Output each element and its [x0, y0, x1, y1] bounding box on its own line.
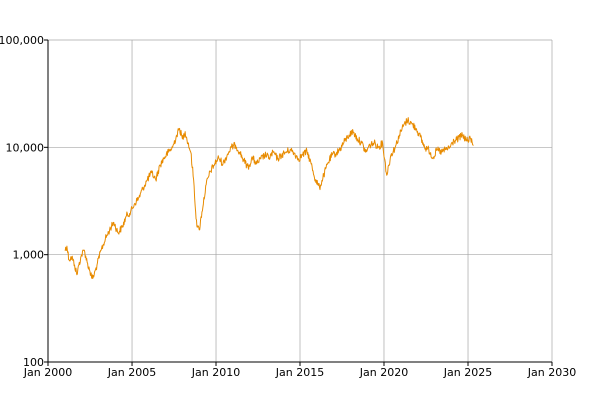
y-tick-label: 100 — [23, 356, 44, 369]
y-tick-label: 1,000 — [13, 249, 45, 262]
y-tick-label: 10,000 — [6, 141, 45, 154]
x-tick-label: Jan 2015 — [275, 366, 324, 379]
x-tick-label: Jan 2000 — [23, 366, 72, 379]
x-tick-label: Jan 2010 — [191, 366, 240, 379]
series-layer — [64, 117, 474, 279]
grid — [48, 39, 553, 363]
tick-labels: Jan 2000 Jan 2005 Jan 2010 Jan 2015 Jan 2020… — [0, 34, 576, 379]
x-tick-label: Jan 2005 — [107, 366, 156, 379]
x-tick-label: Jan 2030 — [527, 366, 576, 379]
x-tick-label: Jan 2025 — [443, 366, 492, 379]
axes — [44, 39, 553, 366]
series-line-0 — [64, 117, 474, 279]
y-tick-label: 100,000 — [0, 34, 44, 47]
x-tick-label: Jan 2020 — [359, 366, 408, 379]
